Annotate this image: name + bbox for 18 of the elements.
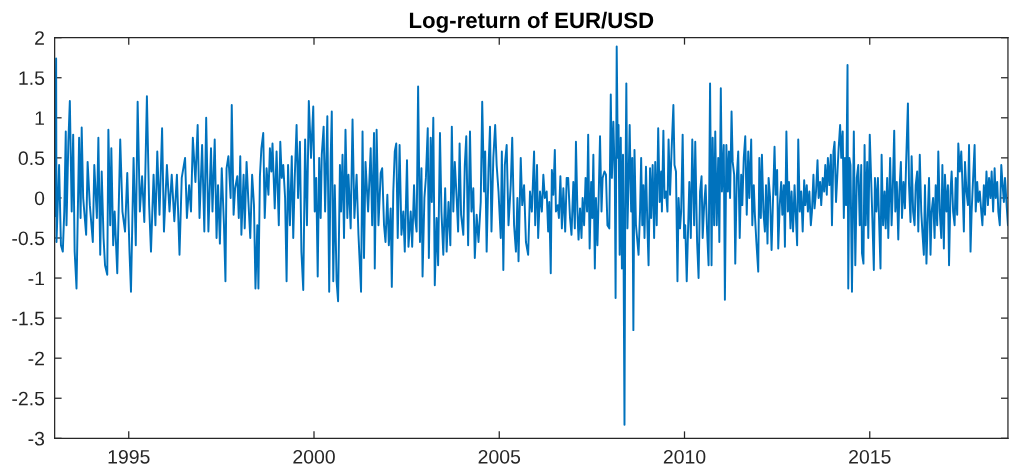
x-tick-label: 1995 bbox=[108, 449, 150, 464]
y-tick-label: -0.5 bbox=[12, 231, 45, 246]
y-tick-label: 1.5 bbox=[19, 71, 45, 85]
y-tick-label: 1 bbox=[35, 111, 44, 125]
chart-title: Log-return of EUR/USD bbox=[409, 11, 654, 33]
y-tick-label: -2.5 bbox=[12, 391, 45, 406]
x-tick-label: 2010 bbox=[663, 449, 706, 464]
x-tick-label: 2005 bbox=[478, 449, 521, 464]
y-tick-label: -1 bbox=[28, 271, 44, 286]
line-series bbox=[54, 45, 1008, 426]
y-tick-label: 0 bbox=[34, 191, 45, 206]
y-tick-label: 0.5 bbox=[18, 151, 45, 166]
x-tick-label: 2000 bbox=[293, 449, 335, 464]
y-tick-label: -1.5 bbox=[12, 311, 45, 326]
y-tick-label: -3 bbox=[28, 431, 45, 446]
y-tick-label: -2 bbox=[28, 351, 44, 366]
x-tick-label: 2015 bbox=[849, 449, 891, 464]
y-tick-label: 2 bbox=[35, 31, 44, 45]
